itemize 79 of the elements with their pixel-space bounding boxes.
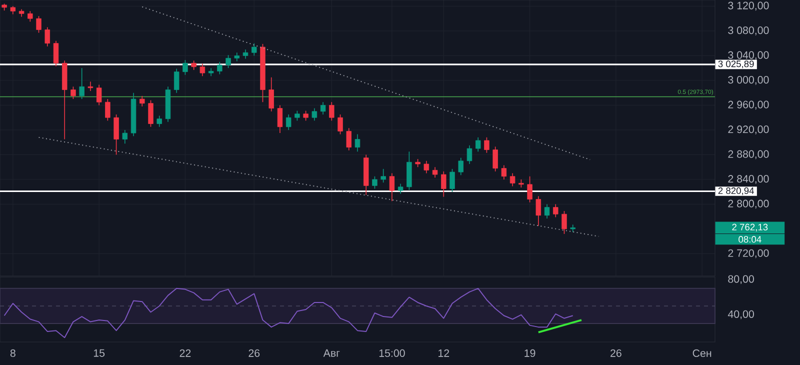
candlestick [466, 145, 472, 164]
candlestick [492, 146, 498, 172]
x-tick-label: Авг [323, 349, 340, 357]
y-tick-label: 2 880,00 [728, 150, 769, 160]
y-tick-label: 3 040,00 [728, 51, 769, 60]
candlestick [346, 128, 352, 151]
candlestick [320, 102, 326, 115]
ref-line-label: 3 025,89 [718, 60, 754, 68]
candlestick [191, 60, 196, 70]
y-tick-label: 2 960,00 [728, 100, 769, 110]
candlestick [28, 10, 33, 22]
candlestick [527, 176, 532, 203]
candlestick [484, 136, 490, 154]
candlestick [156, 115, 162, 128]
y-tick-label: 3 120,00 [728, 2, 769, 11]
x-tick-label: 12 [438, 349, 450, 357]
candlestick [475, 136, 481, 152]
candlestick [312, 108, 318, 122]
x-tick-label: 22 [180, 349, 191, 357]
candlestick [450, 168, 455, 192]
candlestick [424, 160, 430, 174]
ref-line-label: 2 820,94 [718, 187, 754, 196]
candlestick [200, 63, 206, 77]
candlestick [329, 102, 334, 122]
y-tick-label: 2 720,00 [728, 249, 769, 258]
x-tick-label: Сен [692, 349, 712, 357]
candlestick [389, 172, 395, 202]
x-tick-label: 15:00 [379, 349, 405, 357]
x-tick-label: 19 [524, 349, 536, 357]
y-tick-label: 3 080,00 [728, 26, 769, 36]
candlestick [544, 204, 550, 219]
y-tick-label: 2 840,00 [728, 175, 769, 184]
candlestick [372, 176, 378, 190]
candlestick [501, 164, 507, 180]
x-tick-label: 26 [610, 349, 622, 357]
candlestick [174, 68, 180, 94]
y-tick-label: 80,00 [728, 275, 754, 284]
candlestick [182, 60, 188, 76]
candlestick [140, 96, 145, 107]
candlestick [122, 130, 128, 144]
candlestick [354, 134, 360, 152]
candlestick [79, 68, 84, 100]
candlestick [380, 168, 386, 183]
candlestick [510, 172, 516, 187]
candlestick [53, 40, 59, 67]
candlestick [217, 61, 222, 75]
candlestick [432, 166, 438, 178]
candlestick [536, 196, 542, 226]
x-tick-label: 8 [10, 349, 16, 357]
candlestick [268, 76, 274, 112]
text: 2 762,13 [732, 224, 768, 232]
candlestick [303, 110, 308, 122]
candlestick [242, 49, 248, 60]
candlestick [286, 114, 292, 130]
candlestick [114, 114, 119, 156]
candlestick [338, 114, 343, 135]
candlestick [44, 26, 50, 47]
candlestick [148, 100, 154, 128]
candlestick [105, 98, 110, 122]
candlestick [441, 171, 446, 198]
y-tick-label: 2 800,00 [728, 200, 769, 209]
candlestick [36, 16, 42, 34]
y-tick-label: 40,00 [728, 310, 754, 320]
candlestick [226, 54, 231, 68]
candlestick [252, 42, 257, 56]
candlestick [398, 183, 404, 194]
y-tick-label: 2 920,00 [728, 126, 769, 134]
candlestick [277, 104, 283, 134]
candlestick [70, 86, 76, 100]
y-tick-label: 3 000,00 [728, 76, 769, 85]
x-tick-label: 26 [248, 349, 260, 357]
candlestick [294, 110, 300, 122]
x-tick-label: 15 [94, 349, 105, 357]
candlestick [553, 204, 558, 218]
candlestick [458, 157, 464, 176]
candlestick [562, 210, 567, 234]
text: 08:04 [738, 236, 762, 243]
candlestick [96, 84, 102, 106]
candlestick [88, 81, 94, 92]
